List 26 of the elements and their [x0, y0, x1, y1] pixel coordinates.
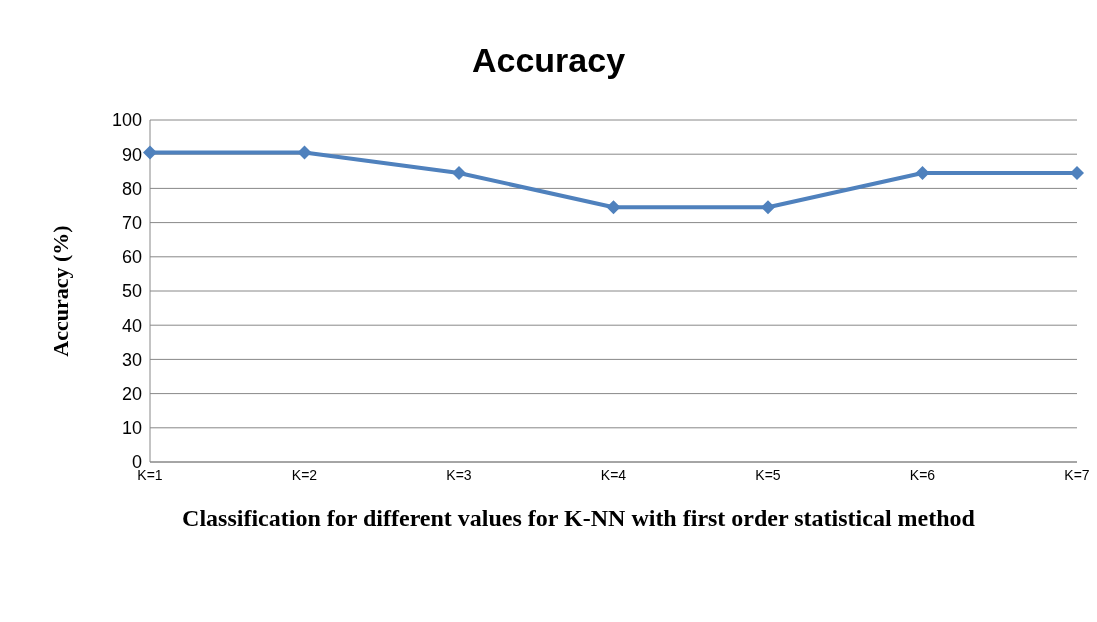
y-tick-label: 10	[121, 418, 142, 439]
y-axis-title: Accuracy (%)	[47, 225, 73, 357]
y-tick-label: 50	[121, 281, 142, 302]
y-tick-label: 70	[121, 212, 142, 233]
y-tick-label: 40	[121, 315, 142, 336]
y-tick-label: 100	[111, 110, 142, 131]
point	[143, 145, 157, 160]
x-tick-label: K=4	[600, 466, 627, 483]
x-tick-label: K=5	[755, 466, 781, 483]
x-tick-label: K=6	[909, 466, 936, 483]
point	[297, 145, 312, 160]
x-tick-label: K=7	[1064, 466, 1090, 483]
point	[452, 166, 466, 181]
x-tick-label: K=3	[446, 466, 472, 483]
point	[761, 200, 775, 215]
y-tick-label: 30	[121, 349, 142, 370]
x-axis-title: Classification for different values for K-NN with first order statistical method	[181, 504, 976, 533]
point	[606, 200, 621, 215]
x-tick-label: K=2	[291, 466, 318, 483]
chart-title: Accuracy	[470, 39, 627, 81]
y-tick-label: 20	[121, 383, 142, 404]
point	[915, 166, 930, 181]
y-tick-label: 90	[121, 144, 142, 165]
point	[1070, 166, 1084, 181]
y-tick-label: 80	[121, 178, 142, 199]
y-tick-label: 60	[121, 247, 142, 268]
